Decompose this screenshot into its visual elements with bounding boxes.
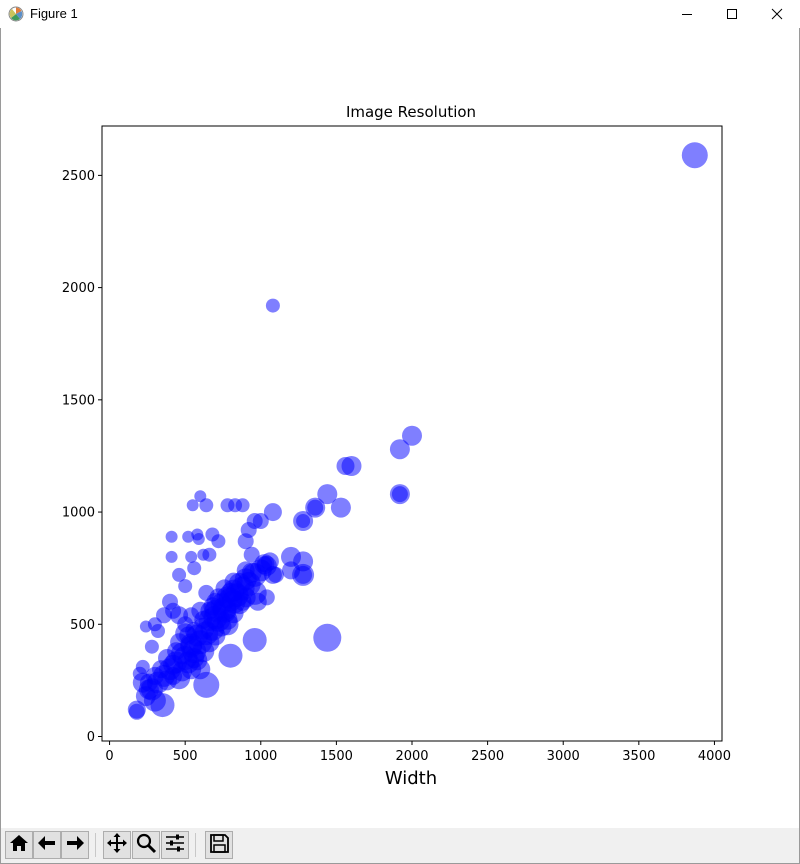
scatter-point: [144, 639, 159, 654]
scatter-point: [205, 527, 220, 542]
maximize-icon: [726, 8, 738, 20]
scatter-point: [267, 566, 284, 583]
close-icon: [771, 8, 783, 20]
maximize-button[interactable]: [709, 0, 755, 28]
scatter-point: [187, 561, 202, 576]
y-tick-label: 1500: [62, 393, 95, 408]
scatter-point: [167, 642, 186, 661]
toolbar-separator: [195, 833, 196, 857]
scatter-point: [265, 298, 280, 313]
scatter-point: [313, 623, 342, 652]
y-axis-ticks: 0 500 1000 1500 2000 2500: [62, 169, 102, 745]
scatter-point: [151, 624, 165, 638]
back-arrow-icon: [36, 832, 58, 858]
x-tick-label: 3500: [622, 749, 655, 764]
matplotlib-logo-icon: [8, 6, 24, 22]
x-axis-ticks: 0 500 1000 1500 2000 2500 3000 3500 4000: [105, 741, 731, 764]
scatter-point: [178, 579, 193, 594]
x-tick-label: 1000: [244, 749, 277, 764]
y-tick-label: 1000: [62, 506, 95, 521]
scatter-point: [135, 659, 150, 674]
y-tick-label: 2000: [62, 281, 95, 296]
scatter-point: [200, 601, 219, 620]
scatter-point: [258, 589, 275, 606]
x-tick-label: 2000: [395, 749, 428, 764]
x-axis-label: Width: [385, 768, 437, 789]
x-tick-label: 4000: [698, 749, 731, 764]
zoom-button[interactable]: [132, 831, 160, 859]
x-tick-label: 3000: [547, 749, 580, 764]
scatter-point: [260, 552, 279, 571]
zoom-magnifier-icon: [135, 832, 157, 858]
scatter-point: [282, 561, 300, 580]
configure-subplots-icon: [164, 832, 186, 858]
home-button[interactable]: [5, 831, 33, 859]
window-title: Figure 1: [30, 6, 78, 21]
pan-icon: [106, 832, 128, 858]
scatter-point: [185, 550, 198, 563]
close-button[interactable]: [754, 0, 800, 28]
y-tick-label: 2500: [62, 169, 95, 184]
scatter-point: [317, 484, 338, 505]
forward-button[interactable]: [61, 831, 89, 859]
scatter-point: [307, 499, 324, 516]
scatter-point: [242, 628, 267, 652]
configure-subplots-button[interactable]: [161, 831, 189, 859]
scatter-point: [128, 703, 145, 720]
minimize-button[interactable]: [664, 0, 710, 28]
scatter-point: [218, 643, 243, 668]
scatter-point: [156, 607, 172, 624]
chart-title: Image Resolution: [346, 103, 476, 121]
scatter-point: [187, 650, 208, 671]
x-tick-label: 500: [173, 749, 198, 764]
scatter-point: [199, 498, 214, 513]
scatter-point: [281, 546, 301, 567]
pan-button[interactable]: [103, 831, 131, 859]
figure-canvas[interactable]: Image Resolution 0 500 1000 1500 2000 2500 300…: [1, 28, 799, 828]
home-icon: [8, 832, 30, 858]
y-tick-label: 0: [87, 730, 95, 745]
save-button[interactable]: [205, 831, 233, 859]
y-tick-label: 500: [70, 618, 95, 633]
navigation-toolbar: [1, 828, 799, 863]
scatter-point: [165, 530, 178, 543]
scatter-point: [224, 572, 243, 591]
scatter-point: [192, 533, 205, 545]
scatter-point: [139, 673, 158, 692]
toolbar-separator: [95, 833, 96, 857]
scatter-point: [202, 547, 217, 562]
scatter-point: [389, 439, 410, 460]
points-layer: [127, 142, 708, 720]
x-tick-label: 2500: [471, 749, 504, 764]
scatter-point: [336, 457, 355, 475]
scatter-point: [391, 486, 408, 503]
save-disk-icon: [208, 832, 230, 858]
scatter-point: [233, 592, 252, 611]
scatter-point: [296, 514, 311, 528]
scatter-point: [139, 620, 152, 633]
scatter-point: [165, 550, 178, 563]
scatter-point: [237, 533, 254, 550]
scatter-point: [330, 497, 351, 518]
scatter-point: [220, 498, 235, 513]
scatter-point: [241, 562, 262, 583]
x-tick-label: 0: [105, 749, 113, 764]
scatter-point: [186, 499, 199, 512]
scatter-chart: Image Resolution 0 500 1000 1500 2000 2500 300…: [62, 103, 731, 789]
scatter-point: [263, 503, 282, 522]
forward-arrow-icon: [64, 832, 86, 858]
scatter-point: [243, 546, 260, 563]
scatter-point: [182, 530, 195, 543]
scatter-point: [194, 490, 207, 503]
scatter-point: [402, 425, 422, 446]
scatter-point: [681, 142, 708, 169]
back-button[interactable]: [33, 831, 61, 859]
title-bar[interactable]: Figure 1: [0, 0, 800, 28]
x-tick-label: 1500: [320, 749, 353, 764]
scatter-point: [172, 567, 187, 582]
minimize-icon: [681, 8, 693, 20]
scatter-point: [162, 593, 178, 610]
